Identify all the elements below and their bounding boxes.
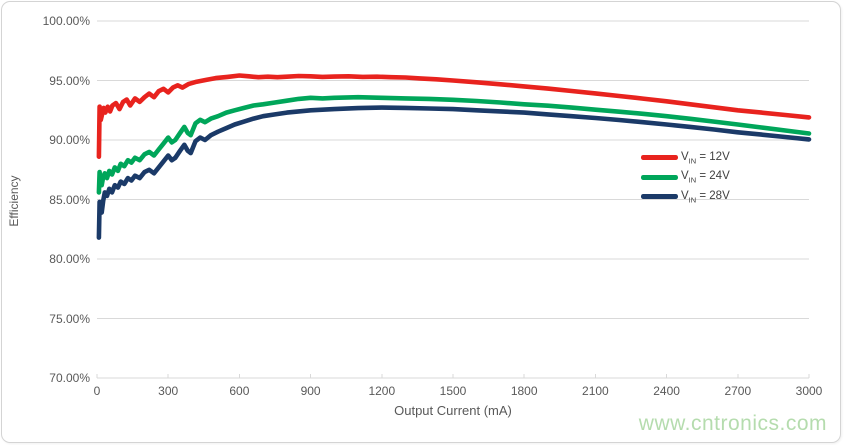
x-tick-label-0: 0 bbox=[93, 384, 101, 398]
watermark-text: www.cntronics.com bbox=[638, 412, 827, 435]
y-tick-label-100: 100.00% bbox=[42, 14, 90, 28]
y-tick-label-75: 75.00% bbox=[49, 311, 90, 326]
x-tick-label-1800: 1800 bbox=[510, 384, 538, 398]
y-tick-label-90: 90.00% bbox=[49, 133, 90, 147]
x-axis-title: Output Current (mA) bbox=[394, 403, 512, 418]
x-tick-label-1500: 1500 bbox=[439, 384, 467, 398]
y-axis-title: Efficiency bbox=[7, 175, 21, 227]
x-tick-label-2100: 2100 bbox=[582, 384, 609, 398]
x-tick-label-2400: 2400 bbox=[653, 384, 680, 398]
x-tick-label-600: 600 bbox=[229, 384, 250, 398]
legend-label: VIN = 12V bbox=[681, 150, 730, 165]
y-tick-label-70: 70.00% bbox=[49, 371, 90, 385]
legend-item-vin-12v: VIN = 12V bbox=[641, 148, 730, 168]
series-line-vin-12v bbox=[96, 73, 812, 159]
chart-legend: VIN = 12V VIN = 24V VIN = 28V bbox=[641, 148, 730, 207]
legend-swatch-navy bbox=[641, 194, 678, 200]
legend-label: VIN = 28V bbox=[681, 189, 730, 204]
legend-label: VIN = 24V bbox=[681, 170, 730, 185]
y-tick-label-85: 85.00% bbox=[49, 192, 90, 207]
x-tick-label-300: 300 bbox=[158, 384, 179, 398]
x-tick-label-1200: 1200 bbox=[368, 384, 396, 398]
legend-swatch-red bbox=[641, 155, 678, 161]
series-line-vin-28v bbox=[96, 105, 812, 240]
x-tick-label-900: 900 bbox=[300, 384, 321, 398]
legend-item-vin-24v: VIN = 24V bbox=[641, 168, 730, 188]
series-line-vin-24v bbox=[96, 94, 812, 195]
x-tick-label-3000: 3000 bbox=[795, 384, 823, 398]
legend-swatch-green bbox=[641, 174, 678, 180]
legend-item-vin-28v: VIN = 28V bbox=[641, 187, 730, 207]
x-tick-label-2700: 2700 bbox=[724, 384, 752, 398]
y-tick-label-80: 80.00% bbox=[49, 252, 90, 266]
y-tick-label-95: 95.00% bbox=[49, 73, 90, 88]
